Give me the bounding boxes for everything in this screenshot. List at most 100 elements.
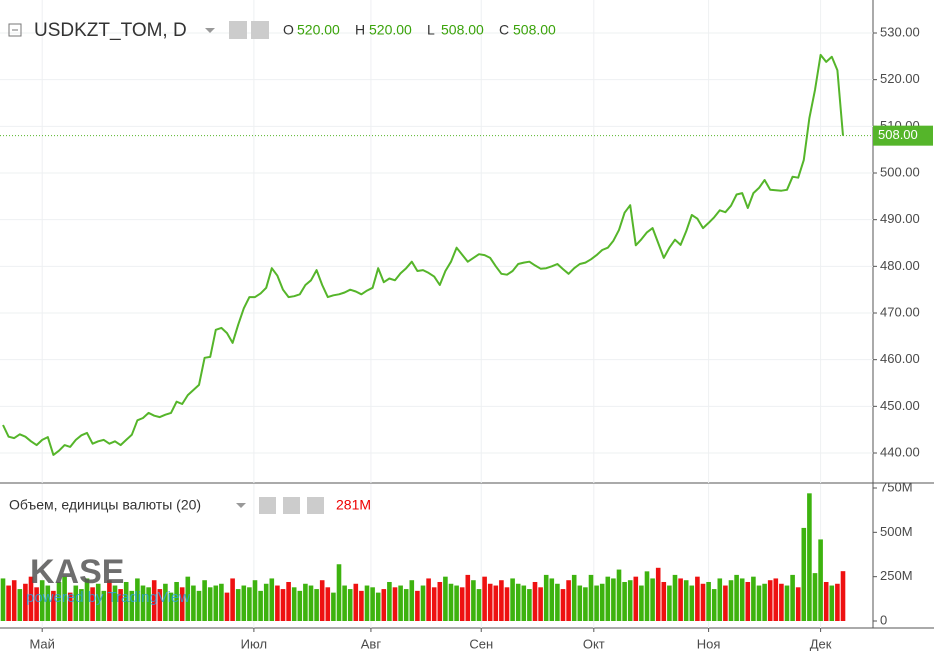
volume-bar — [605, 576, 611, 621]
volume-bar — [728, 580, 734, 621]
volume-bar — [840, 571, 846, 621]
volume-bar — [275, 585, 280, 621]
volume-bar — [331, 592, 336, 621]
volume-bar — [174, 581, 179, 621]
volume-bar — [196, 590, 202, 621]
volume-bar — [247, 587, 252, 621]
eye-icon[interactable] — [259, 497, 276, 514]
volume-bar — [129, 590, 135, 621]
volume-bar — [459, 587, 465, 621]
volume-bar — [627, 580, 633, 621]
close-icon[interactable] — [307, 497, 324, 514]
volume-bar — [353, 583, 359, 621]
volume-bar — [611, 578, 616, 621]
volume-bar — [56, 581, 62, 621]
volume-bar — [179, 587, 185, 621]
volume-bar — [504, 587, 510, 621]
volume-bar — [751, 576, 756, 621]
volume-bar — [823, 581, 829, 621]
settings-icon[interactable] — [283, 497, 300, 514]
volume-bar — [711, 589, 717, 621]
volume-bar — [303, 583, 308, 621]
volume-bar — [650, 578, 655, 621]
price-line — [2, 53, 844, 456]
volume-bar — [762, 583, 767, 621]
volume-bar — [482, 576, 487, 621]
volume-last: 281M — [336, 497, 371, 513]
volume-bar — [202, 580, 207, 621]
volume-bar — [359, 590, 364, 621]
volume-bar — [336, 564, 342, 621]
marks: 508.00 — [0, 53, 933, 621]
volume-bar — [364, 585, 370, 621]
volume-bar — [773, 578, 779, 621]
volume-bar — [437, 581, 443, 621]
dropdown[interactable] — [205, 28, 215, 33]
volume-bar — [599, 583, 605, 621]
volume-bar — [308, 585, 314, 621]
symbol[interactable]: USDKZT_TOM, D — [34, 20, 187, 41]
volume-bar — [314, 589, 319, 621]
volume-bar — [381, 589, 387, 621]
volume-bar — [644, 571, 650, 621]
ohlc-label: O — [283, 22, 294, 38]
volume-bar — [543, 574, 549, 621]
watermark-sub: powered by TradingView — [26, 589, 190, 606]
volume-bar — [532, 581, 538, 621]
volume-bar — [566, 580, 571, 621]
volume-bar — [185, 576, 191, 621]
collapse-icon[interactable] — [8, 23, 22, 37]
volume-bar — [17, 589, 23, 621]
volume-bar — [700, 583, 706, 621]
volume-bar — [734, 574, 739, 621]
volume-bar — [258, 590, 263, 621]
x-tick-label: Ноя — [697, 636, 721, 651]
y-tick-label: 440.00 — [880, 444, 920, 459]
volume-bar — [807, 493, 812, 621]
y-tick-label: 520.00 — [880, 71, 920, 86]
volume-bar — [95, 583, 101, 621]
volume-bar — [291, 587, 297, 621]
volume-title: Объем, единицы валюты (20) — [9, 497, 201, 513]
volume-bar — [795, 587, 801, 621]
volume-bar — [319, 580, 325, 621]
volume-bar — [398, 585, 403, 621]
ohlc-value: 520.00 — [369, 22, 412, 38]
y-tick-label: 480.00 — [880, 258, 920, 273]
volume-bar — [252, 580, 258, 621]
volume-bar — [695, 576, 700, 621]
settings-icon[interactable] — [251, 21, 269, 39]
dropdown[interactable] — [236, 503, 246, 508]
volume-bar — [812, 573, 818, 621]
volume-bar — [107, 580, 112, 621]
ohlc-value: 508.00 — [441, 22, 484, 38]
volume-bar — [90, 587, 95, 621]
volume-bar — [0, 578, 6, 621]
volume-bar — [527, 589, 532, 621]
volume-bar — [622, 581, 627, 621]
volume-bar — [135, 578, 140, 621]
y-tick-label: 0 — [880, 612, 887, 627]
volume-bar — [448, 583, 454, 621]
volume-bar — [515, 583, 521, 621]
volume-bar — [801, 527, 807, 621]
volume-bar — [79, 589, 84, 621]
volume-bar — [639, 585, 644, 621]
last-price-label: 508.00 — [878, 127, 918, 142]
y-tick-label: 460.00 — [880, 351, 920, 366]
volume-bar — [224, 592, 230, 621]
y-tick-label: 530.00 — [880, 24, 920, 39]
volume-bar — [633, 576, 639, 621]
eye-icon[interactable] — [229, 21, 247, 39]
volume-bar — [471, 580, 476, 621]
x-tick-label: Май — [29, 636, 54, 651]
volume-bar — [51, 590, 56, 621]
volume-bar — [219, 583, 224, 621]
x-tick-label: Авг — [361, 636, 382, 651]
ohlc-label: H — [355, 22, 365, 38]
volume-bar — [661, 581, 667, 621]
volume-bar — [756, 585, 762, 621]
volume-bar — [521, 585, 527, 621]
x-tick-label: Июл — [241, 636, 267, 651]
volume-bar — [342, 585, 347, 621]
